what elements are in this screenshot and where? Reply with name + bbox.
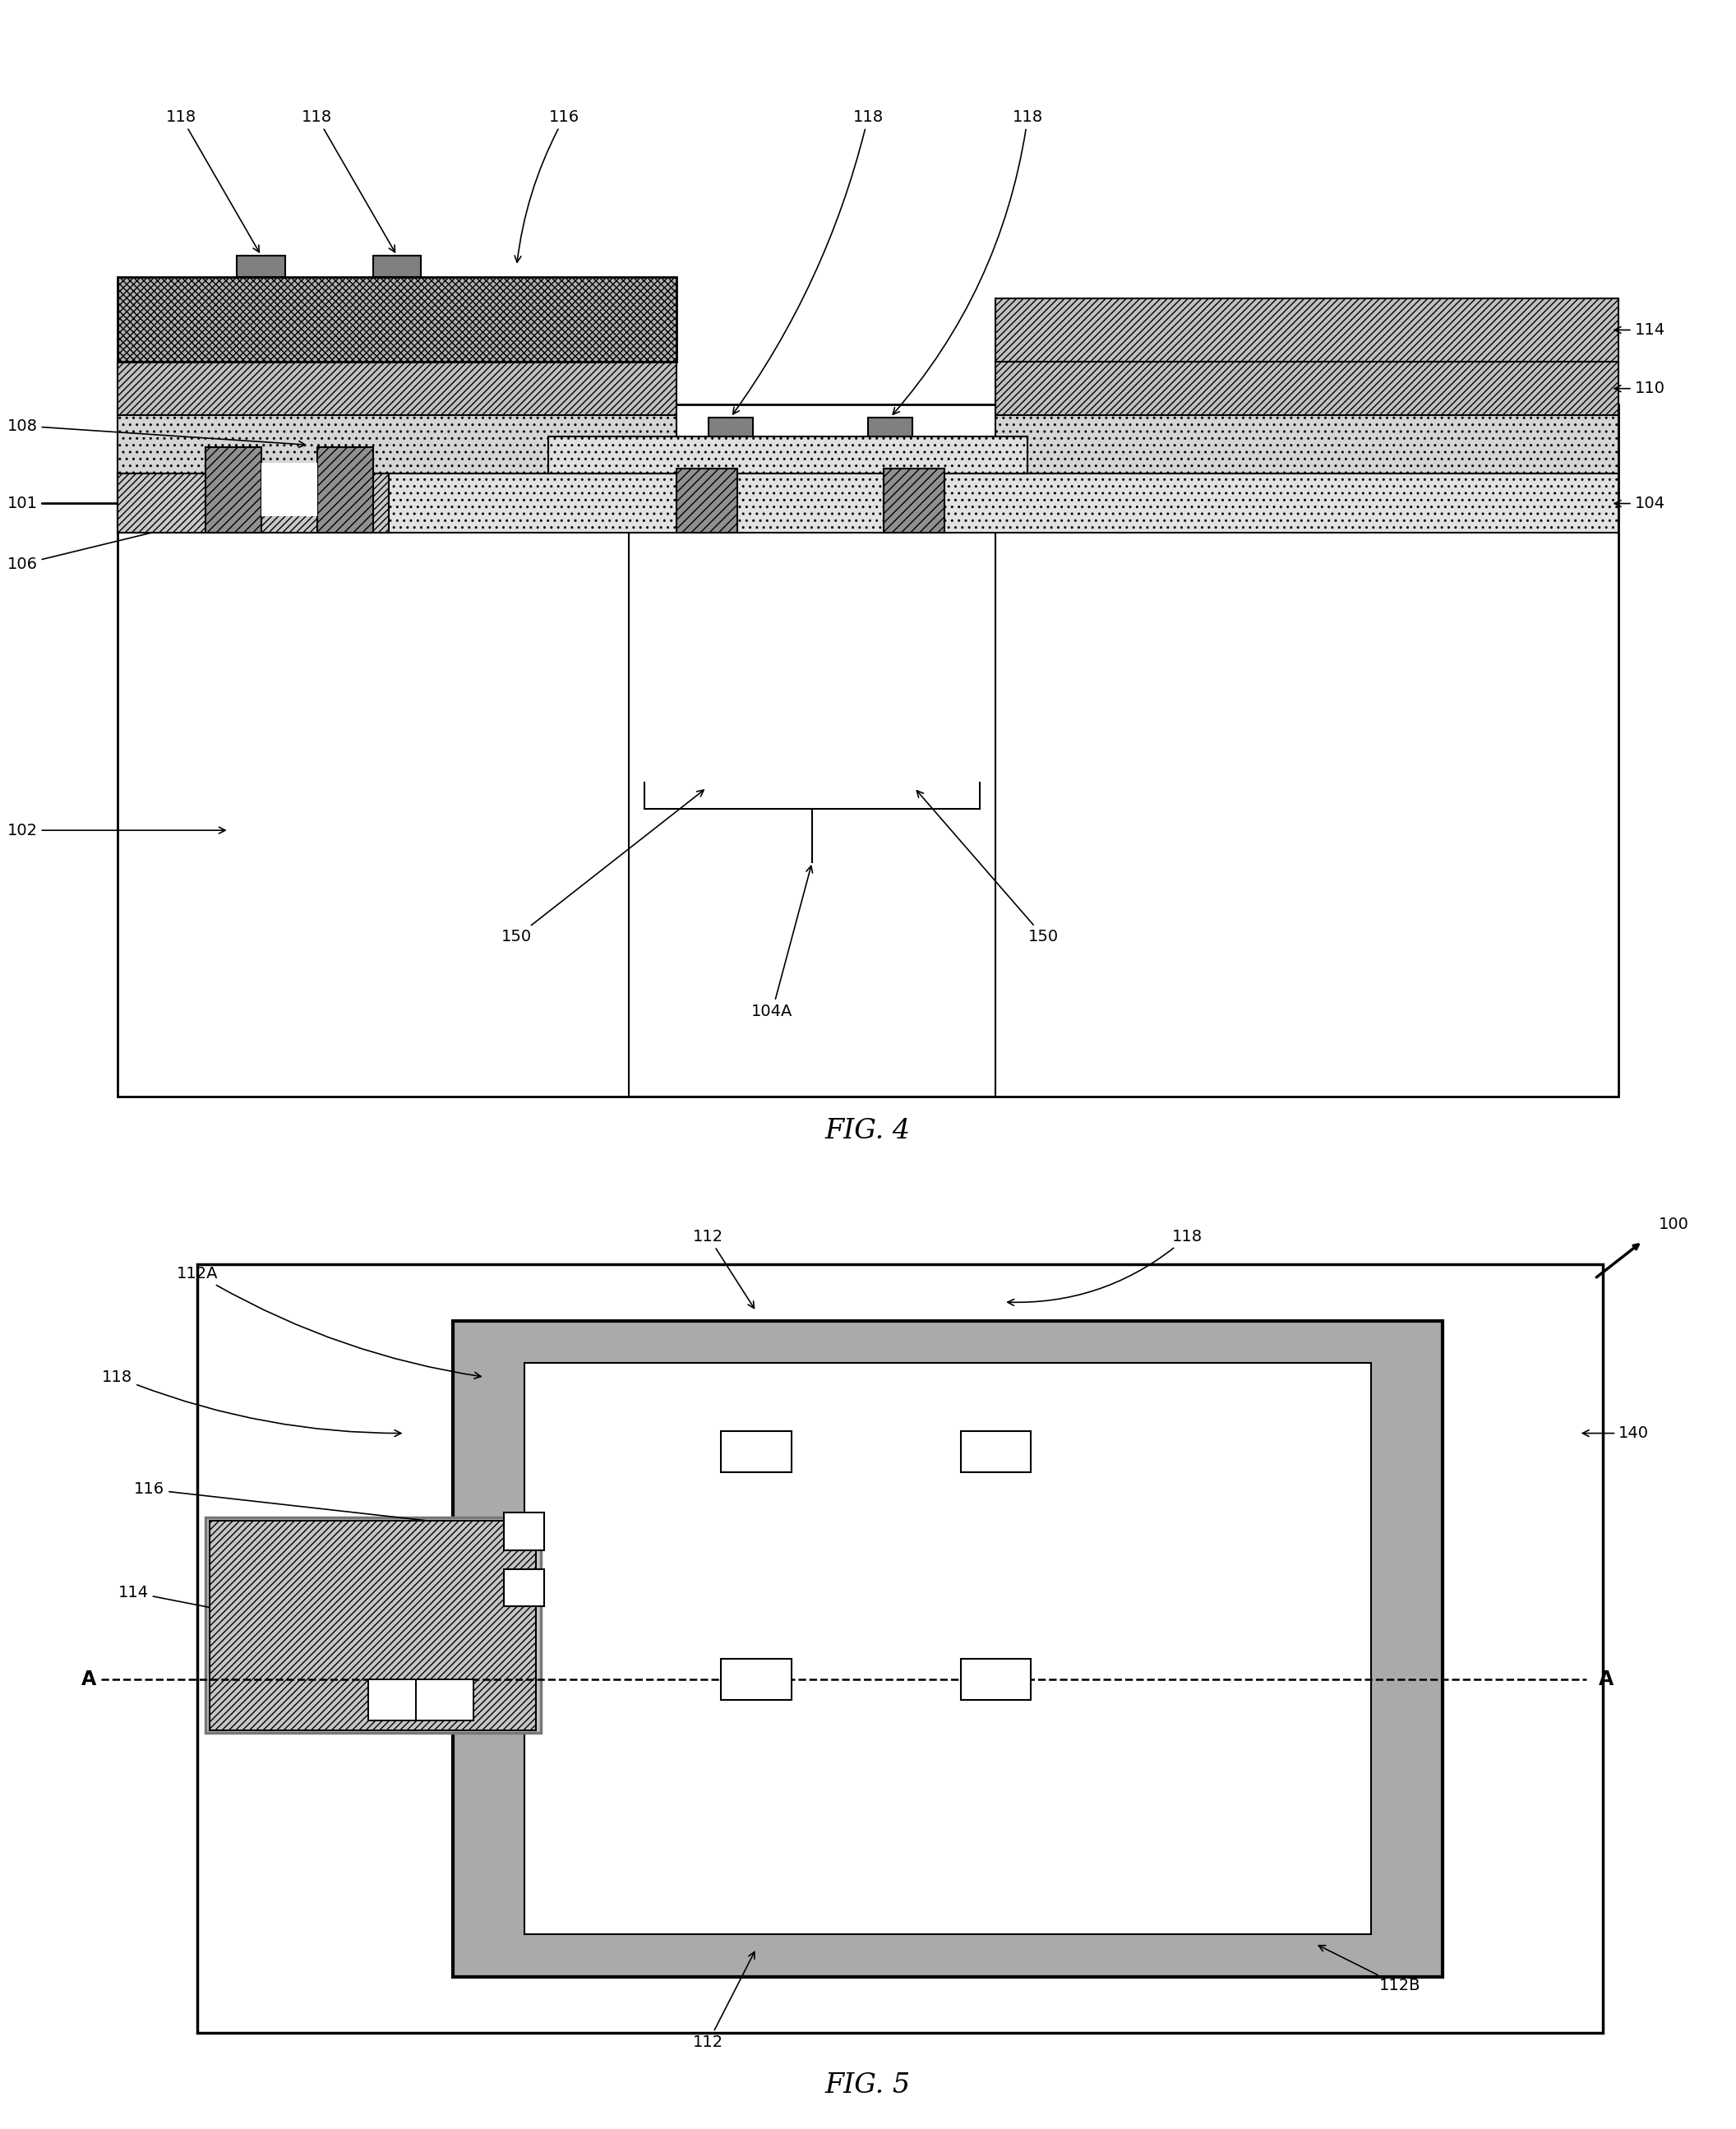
Bar	[453, 1320, 1443, 1976]
Bar	[996, 415, 1618, 475]
Bar	[960, 1658, 1031, 1701]
Text: 108: 108	[7, 417, 306, 447]
Text: 114: 114	[1614, 321, 1665, 339]
Bar	[996, 362, 1618, 415]
Text: A: A	[1599, 1669, 1613, 1690]
Text: 104: 104	[1614, 496, 1665, 511]
Text: 110: 110	[1614, 381, 1665, 396]
Text: 112B: 112B	[1319, 1946, 1420, 1993]
Bar	[205, 447, 260, 532]
Bar	[368, 1680, 425, 1720]
Bar	[118, 405, 1618, 1096]
Text: 150: 150	[502, 790, 703, 945]
Bar	[198, 1265, 1602, 2033]
Text: 102: 102	[7, 822, 226, 839]
Bar	[373, 255, 420, 277]
Bar	[503, 1569, 543, 1607]
Bar	[628, 532, 996, 1096]
Text: 118: 118	[892, 109, 1043, 415]
Text: 112: 112	[693, 1228, 753, 1307]
Bar	[260, 462, 318, 515]
Bar	[868, 417, 913, 436]
Bar	[417, 1680, 474, 1720]
Bar	[118, 362, 677, 415]
Text: 104A: 104A	[752, 867, 812, 1020]
Bar	[118, 475, 1618, 532]
Text: 116: 116	[514, 109, 580, 262]
Bar	[960, 1431, 1031, 1473]
Text: 140: 140	[1583, 1426, 1649, 1441]
Bar	[549, 436, 1028, 475]
Bar	[720, 1658, 792, 1701]
Bar	[677, 468, 738, 532]
Text: A: A	[82, 1669, 95, 1690]
Text: FIG. 5: FIG. 5	[825, 2072, 911, 2099]
Bar	[318, 447, 373, 532]
Bar	[118, 475, 389, 532]
Bar	[524, 1363, 1371, 1935]
Text: 114: 114	[118, 1584, 321, 1631]
Bar	[205, 1518, 540, 1733]
Bar	[708, 417, 753, 436]
Bar	[118, 415, 677, 475]
Bar	[238, 255, 285, 277]
Text: 100: 100	[1658, 1216, 1689, 1233]
Bar	[720, 1431, 792, 1473]
Text: FIG. 4: FIG. 4	[825, 1118, 911, 1145]
Text: 118: 118	[1007, 1228, 1203, 1305]
Text: 118: 118	[733, 109, 884, 415]
Text: 112A: 112A	[177, 1267, 481, 1380]
Bar	[884, 468, 944, 532]
Bar	[118, 277, 677, 362]
Bar	[503, 1514, 543, 1550]
Text: 118: 118	[102, 1369, 401, 1437]
Text: 101: 101	[7, 496, 224, 511]
Text: 118: 118	[167, 109, 259, 251]
Text: 112: 112	[693, 1952, 755, 2050]
Bar	[996, 298, 1618, 362]
Bar	[210, 1520, 536, 1731]
Text: 106: 106	[7, 522, 193, 573]
Text: 150: 150	[917, 790, 1059, 945]
Text: 116: 116	[134, 1482, 521, 1533]
Text: 118: 118	[302, 109, 396, 251]
